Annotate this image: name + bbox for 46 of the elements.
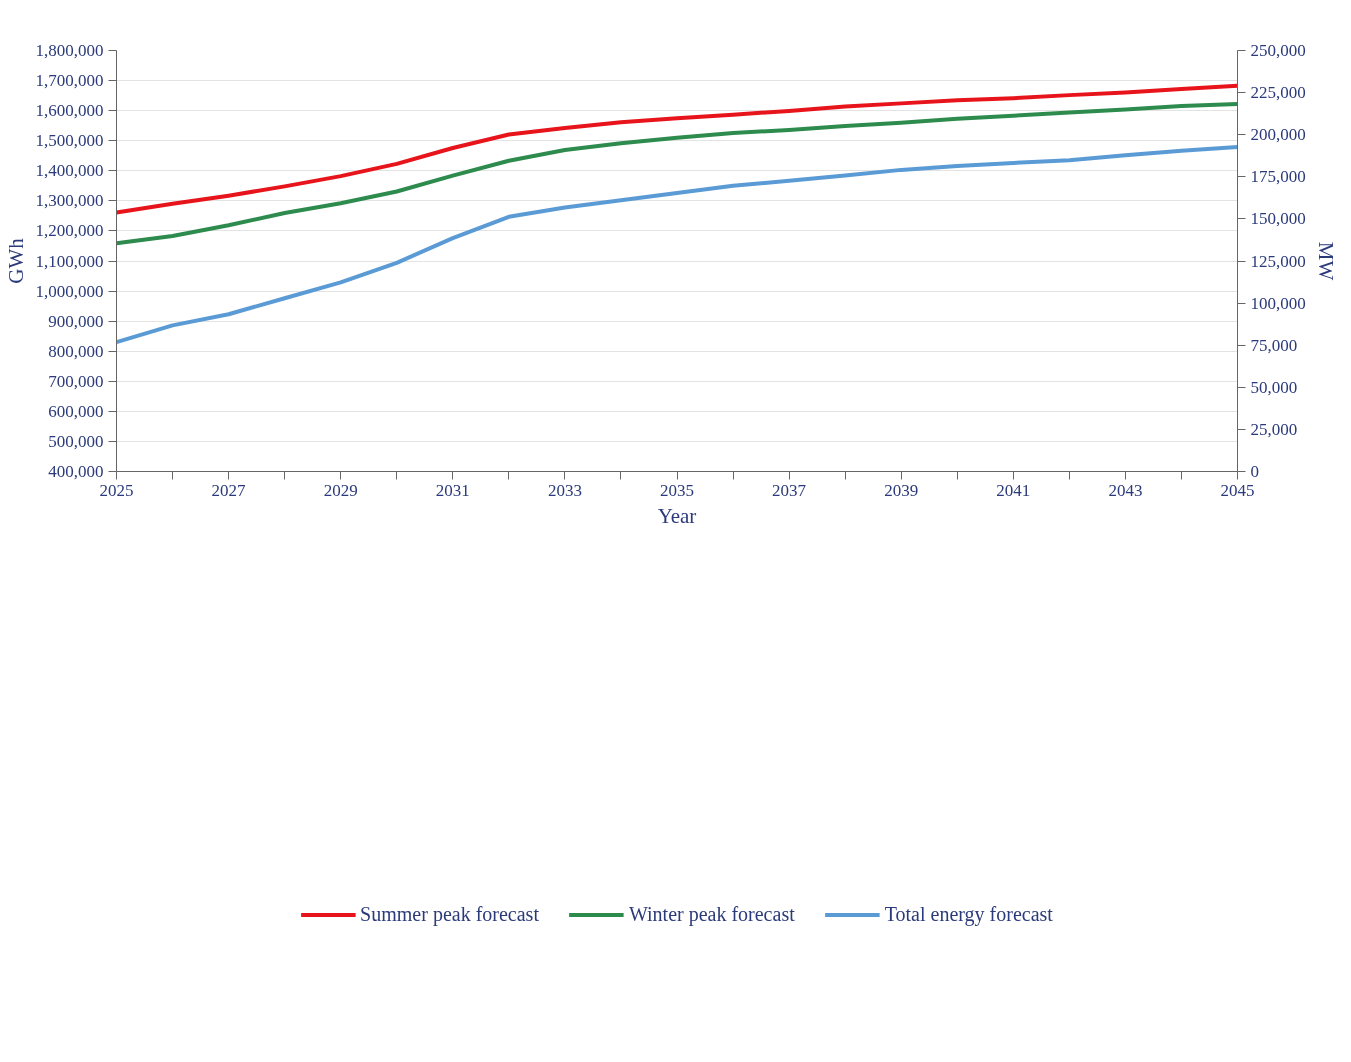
y2-tick-label: 225,000 bbox=[1250, 83, 1306, 103]
y-tick-label: 1,000,000 bbox=[35, 281, 104, 301]
x-tick-label: 2027 bbox=[211, 480, 247, 500]
y-tick-label: 1,700,000 bbox=[35, 71, 104, 91]
x-tick-label: 2033 bbox=[547, 480, 582, 500]
y2-tick-label: 150,000 bbox=[1250, 209, 1306, 229]
y2-tick-label: 50,000 bbox=[1250, 377, 1298, 397]
x-axis-title: Year bbox=[657, 503, 697, 528]
y-tick-label: 900,000 bbox=[48, 311, 104, 331]
y-tick-label: 700,000 bbox=[48, 371, 104, 391]
x-tick-label: 2043 bbox=[1108, 480, 1143, 500]
y-tick-label: 1,400,000 bbox=[35, 161, 104, 181]
y-tick-label: 400,000 bbox=[48, 462, 104, 481]
y2-tick-label: 200,000 bbox=[1250, 125, 1306, 145]
y-tick-label: 1,100,000 bbox=[35, 251, 104, 271]
line-series bbox=[116, 83, 1238, 215]
x-tick-label: 2031 bbox=[435, 480, 470, 500]
line-series bbox=[116, 101, 1238, 246]
y2-tick-label: 100,000 bbox=[1250, 293, 1306, 313]
x-tick-label: 2025 bbox=[99, 480, 134, 500]
x-tick-label: 2039 bbox=[884, 480, 919, 500]
x-tick-label: 2029 bbox=[323, 480, 358, 500]
y-axis-title: GWh bbox=[3, 237, 28, 284]
x-tick-label: 2045 bbox=[1220, 480, 1255, 500]
legend-label: Total energy forecast bbox=[884, 902, 1053, 926]
y2-tick-label: 75,000 bbox=[1250, 335, 1298, 355]
y2-tick-label: 125,000 bbox=[1250, 251, 1306, 271]
x-tick-label: 2037 bbox=[772, 480, 807, 500]
y2-tick-label: 25,000 bbox=[1250, 419, 1298, 439]
y-tick-label: 1,800,000 bbox=[35, 41, 104, 60]
y2-axis-title: MW bbox=[1313, 241, 1338, 281]
legend-label: Winter peak forecast bbox=[628, 902, 795, 926]
y-tick-label: 500,000 bbox=[48, 431, 104, 451]
line-series bbox=[116, 145, 1238, 345]
y-tick-label: 1,200,000 bbox=[35, 221, 104, 241]
y-tick-label: 1,300,000 bbox=[35, 191, 104, 211]
y-tick-label: 800,000 bbox=[48, 341, 104, 361]
y-tick-label: 600,000 bbox=[48, 401, 104, 421]
y2-tick-label: 0 bbox=[1250, 462, 1259, 481]
y2-tick-label: 250,000 bbox=[1250, 41, 1306, 60]
legend-label: Summer peak forecast bbox=[360, 902, 539, 926]
x-tick-label: 2035 bbox=[660, 480, 694, 500]
x-tick-label: 2041 bbox=[996, 480, 1031, 500]
y2-tick-label: 175,000 bbox=[1250, 167, 1306, 187]
y-tick-label: 1,500,000 bbox=[35, 131, 104, 151]
y-tick-label: 1,600,000 bbox=[35, 101, 104, 121]
